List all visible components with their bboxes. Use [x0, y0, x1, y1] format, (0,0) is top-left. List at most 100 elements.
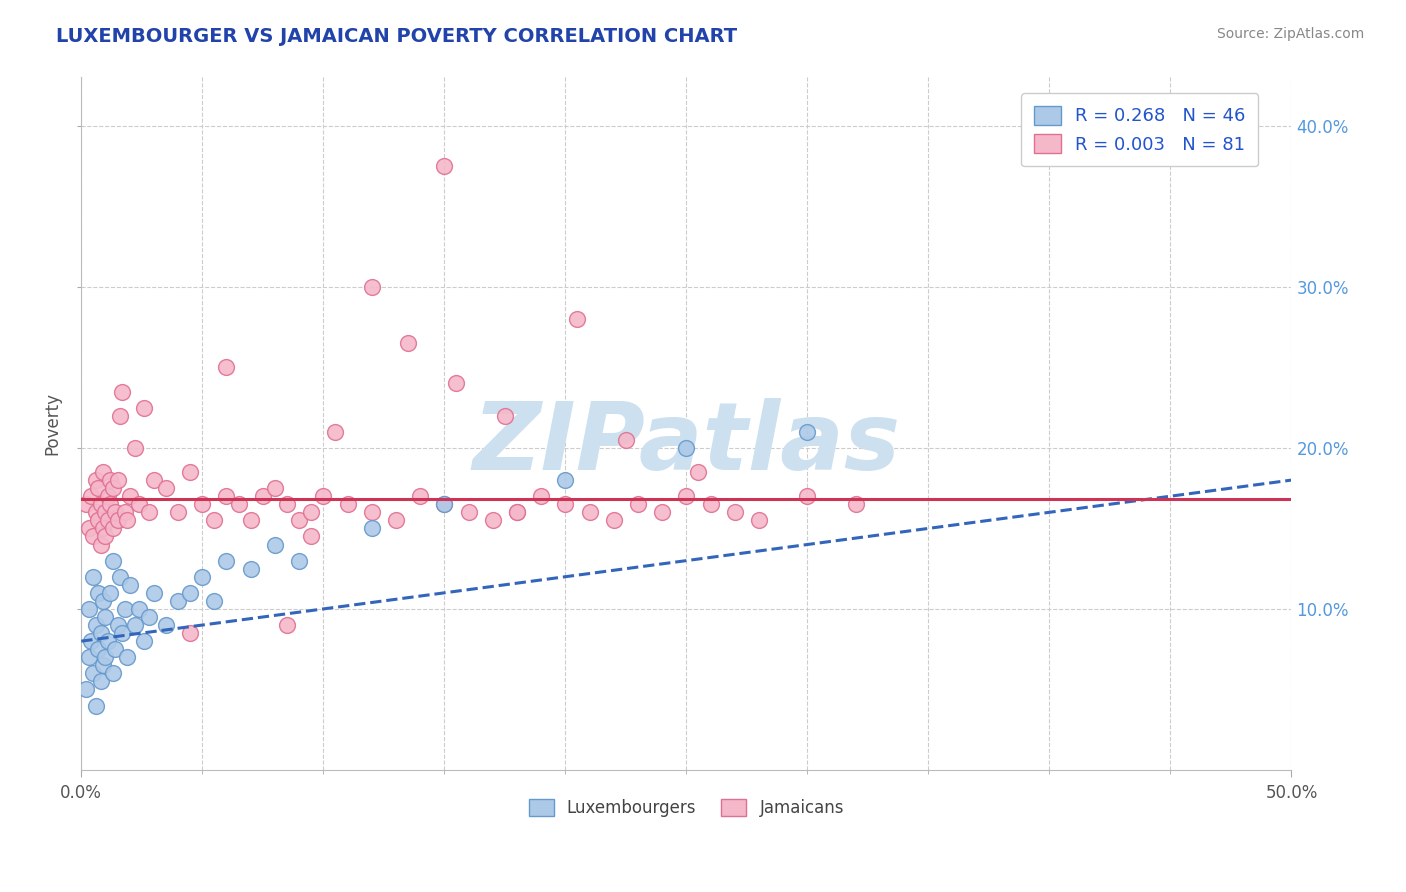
Point: [239, 562, 262, 576]
Point: [554, 473, 576, 487]
Point: [675, 489, 697, 503]
Point: [94, 529, 117, 543]
Point: [360, 521, 382, 535]
Point: [124, 441, 146, 455]
Point: [97, 513, 120, 527]
Point: [94, 650, 117, 665]
Point: [134, 634, 156, 648]
Point: [104, 505, 127, 519]
Point: [98, 586, 121, 600]
Point: [748, 513, 770, 527]
Point: [108, 570, 131, 584]
Point: [82, 570, 104, 584]
Point: [128, 497, 150, 511]
Point: [191, 497, 214, 511]
Point: [264, 481, 287, 495]
Point: [77, 650, 100, 665]
Point: [457, 505, 479, 519]
Point: [134, 401, 156, 415]
Point: [276, 497, 298, 511]
Point: [90, 626, 112, 640]
Point: [202, 513, 225, 527]
Point: [299, 505, 322, 519]
Point: [97, 634, 120, 648]
Point: [128, 602, 150, 616]
Point: [111, 626, 134, 640]
Point: [107, 618, 129, 632]
Point: [252, 489, 274, 503]
Point: [325, 425, 347, 439]
Point: [506, 505, 529, 519]
Point: [80, 489, 103, 503]
Point: [117, 513, 139, 527]
Point: [91, 465, 114, 479]
Point: [90, 674, 112, 689]
Point: [191, 570, 214, 584]
Point: [409, 489, 432, 503]
Point: [215, 360, 238, 375]
Point: [90, 497, 112, 511]
Point: [94, 505, 117, 519]
Point: [107, 473, 129, 487]
Point: [101, 666, 124, 681]
Point: [98, 473, 121, 487]
Point: [179, 626, 201, 640]
Point: [288, 553, 311, 567]
Point: [446, 376, 468, 391]
Point: [796, 425, 818, 439]
Point: [101, 553, 124, 567]
Point: [101, 481, 124, 495]
Point: [202, 594, 225, 608]
Point: [675, 441, 697, 455]
Point: [276, 618, 298, 632]
Point: [724, 505, 747, 519]
Point: [117, 650, 139, 665]
Point: [215, 489, 238, 503]
Point: [75, 682, 97, 697]
Point: [506, 505, 529, 519]
Point: [155, 618, 177, 632]
Point: [80, 634, 103, 648]
Point: [228, 497, 250, 511]
Point: [179, 465, 201, 479]
Point: [97, 489, 120, 503]
Point: [299, 529, 322, 543]
Point: [614, 433, 637, 447]
Point: [87, 586, 110, 600]
Point: [554, 497, 576, 511]
Point: [627, 497, 650, 511]
Point: [111, 384, 134, 399]
Point: [688, 465, 710, 479]
Point: [312, 489, 335, 503]
Point: [155, 481, 177, 495]
Point: [75, 497, 97, 511]
Point: [845, 497, 868, 511]
Point: [114, 602, 136, 616]
Point: [98, 497, 121, 511]
Point: [138, 610, 160, 624]
Point: [124, 618, 146, 632]
Point: [360, 280, 382, 294]
Point: [215, 553, 238, 567]
Point: [494, 409, 516, 423]
Point: [114, 505, 136, 519]
Point: [91, 594, 114, 608]
Point: [91, 658, 114, 673]
Point: [107, 513, 129, 527]
Point: [77, 602, 100, 616]
Point: [567, 312, 589, 326]
Point: [603, 513, 626, 527]
Text: LUXEMBOURGER VS JAMAICAN POVERTY CORRELATION CHART: LUXEMBOURGER VS JAMAICAN POVERTY CORRELA…: [56, 27, 737, 45]
Point: [179, 586, 201, 600]
Y-axis label: Poverty: Poverty: [44, 392, 60, 455]
Point: [84, 698, 107, 713]
Point: [385, 513, 408, 527]
Point: [336, 497, 359, 511]
Point: [87, 481, 110, 495]
Text: Source: ZipAtlas.com: Source: ZipAtlas.com: [1216, 27, 1364, 41]
Point: [239, 513, 262, 527]
Point: [138, 505, 160, 519]
Point: [82, 529, 104, 543]
Point: [264, 537, 287, 551]
Point: [84, 618, 107, 632]
